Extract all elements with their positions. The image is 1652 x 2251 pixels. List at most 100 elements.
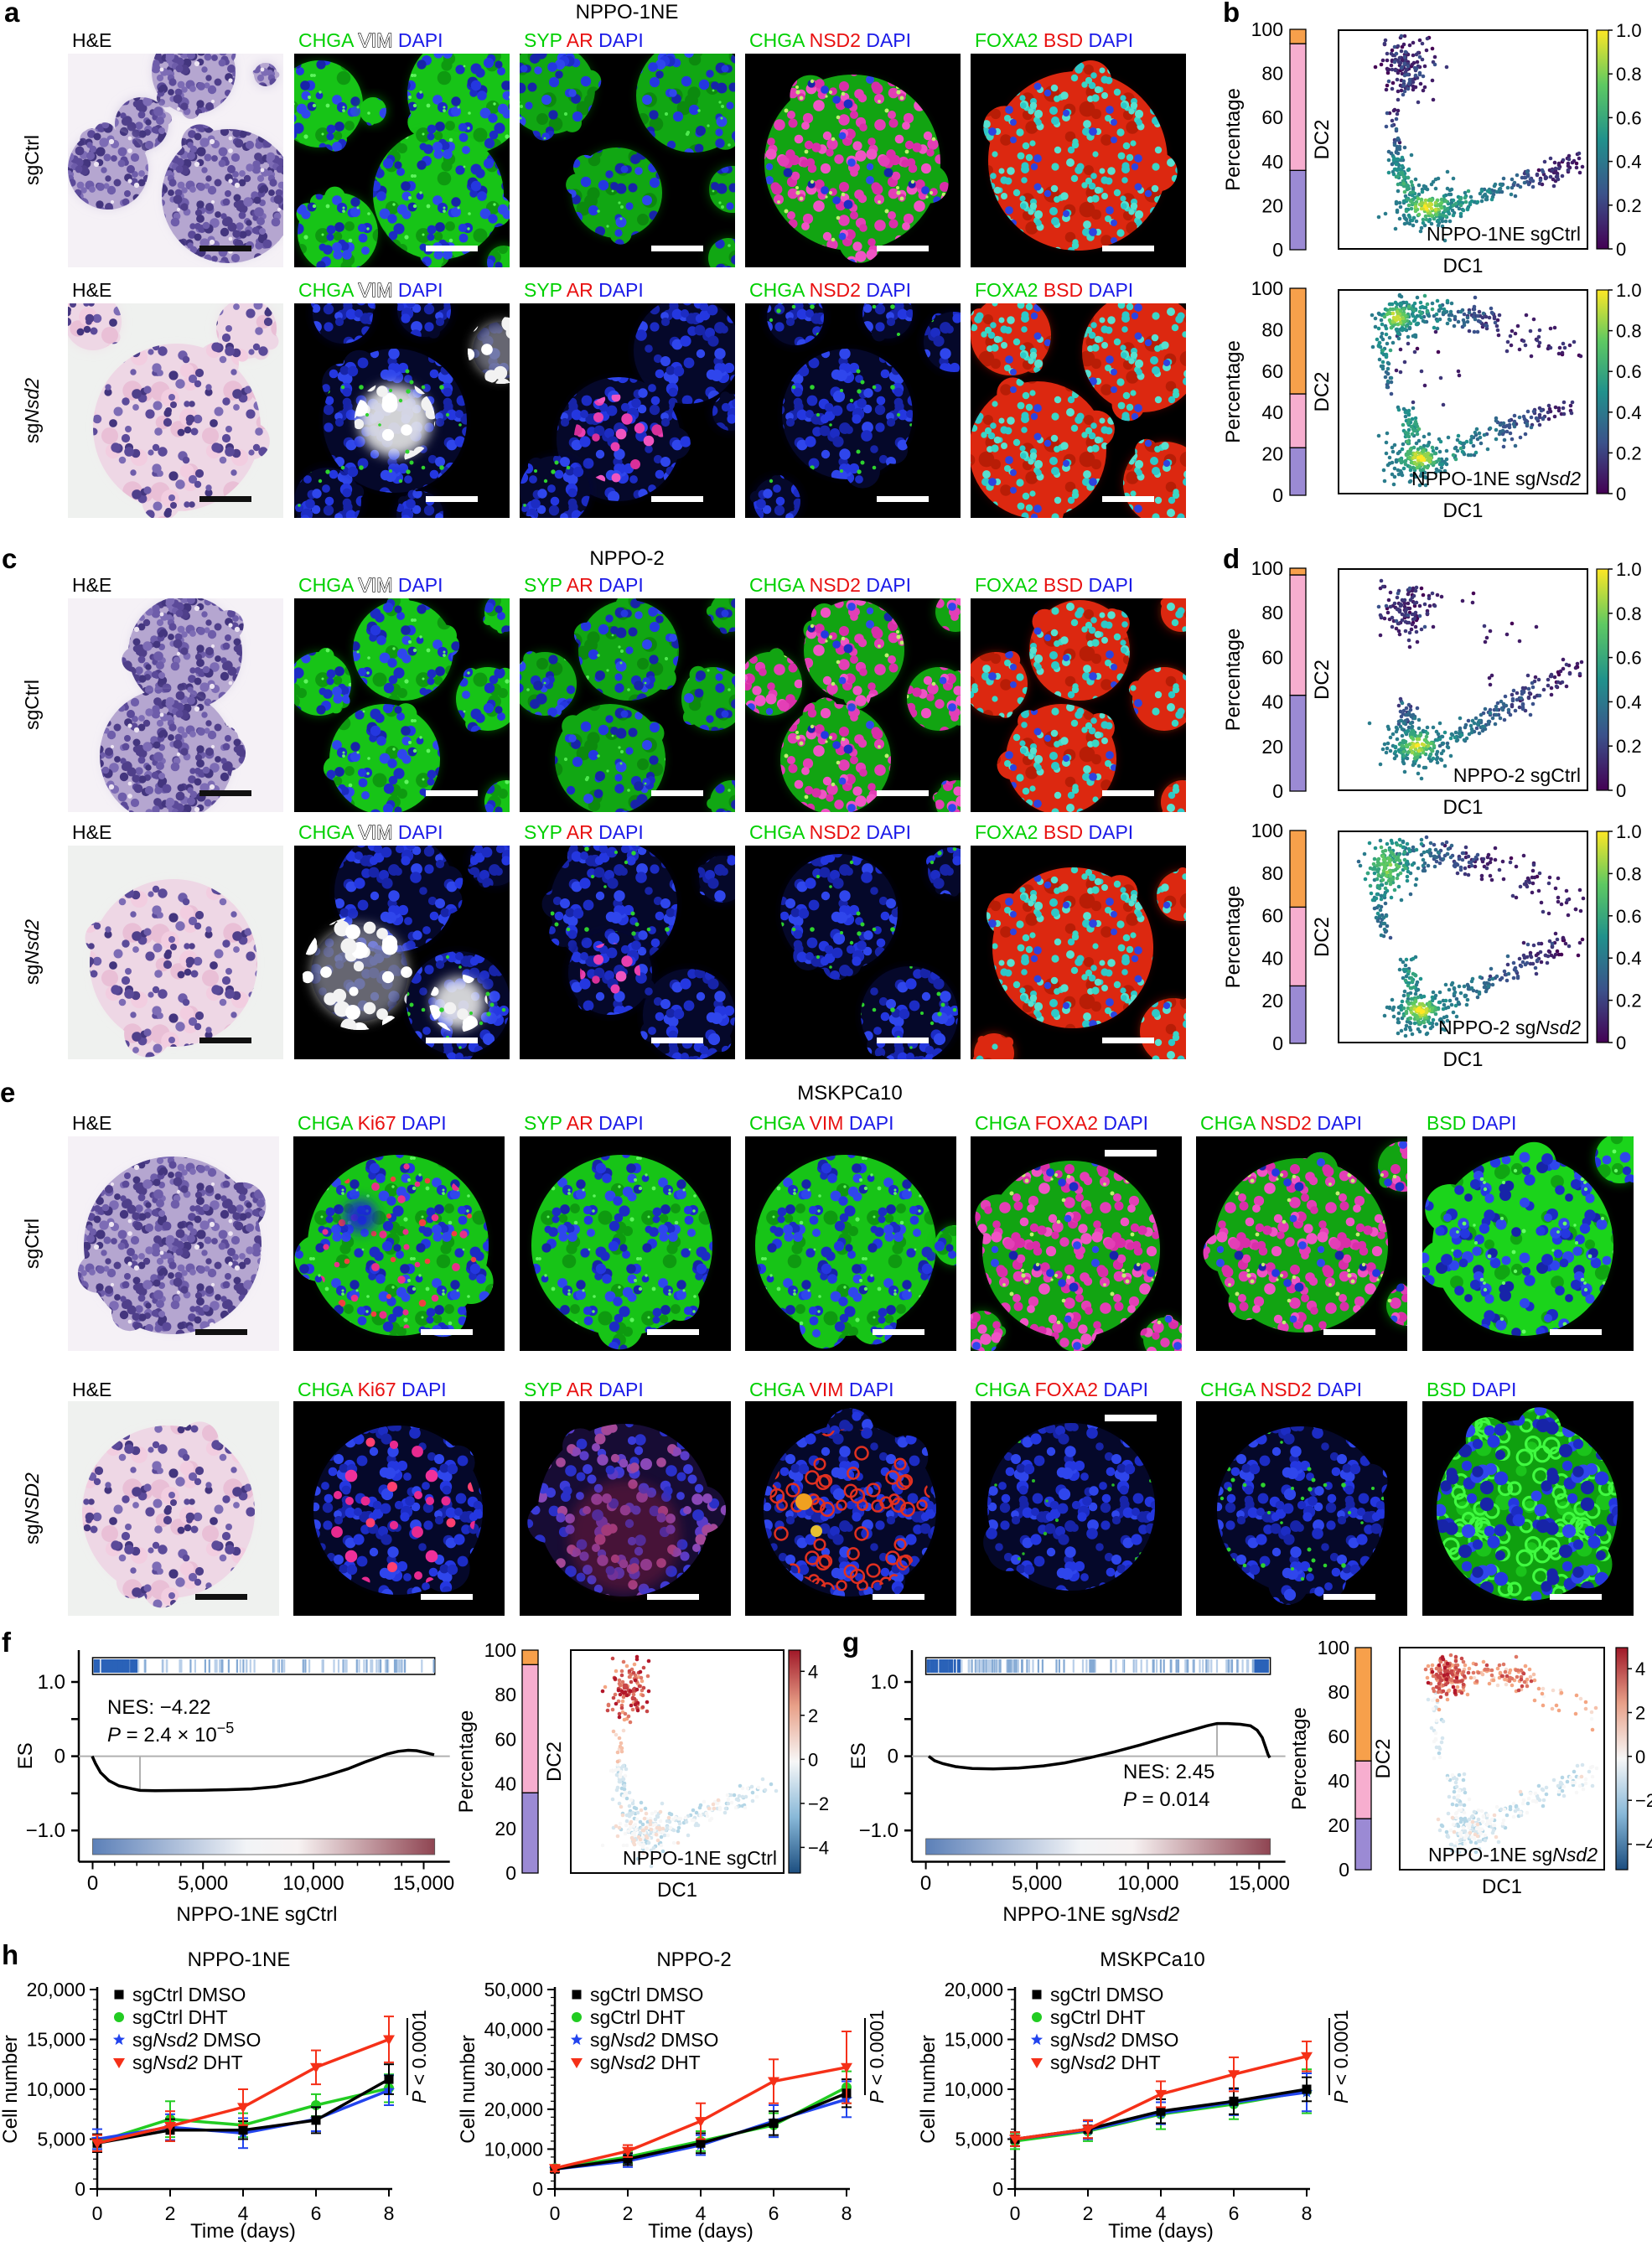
svg-text:0.4: 0.4 [1616,691,1642,712]
svg-text:CHGA Ki67 DAPI: CHGA Ki67 DAPI [298,1379,447,1400]
svg-text:5,000: 5,000 [178,1872,228,1895]
svg-text:0.2: 0.2 [1616,442,1642,463]
svg-text:100: 100 [1251,277,1283,299]
svg-text:80: 80 [1261,602,1283,624]
svg-text:f: f [2,1627,12,1658]
svg-text:h: h [2,1939,18,1970]
svg-text:Percentage: Percentage [455,1710,478,1814]
svg-text:1.0: 1.0 [1616,821,1642,842]
svg-text:sgNsd2: sgNsd2 [21,919,43,985]
svg-text:10,000: 10,000 [1117,1872,1178,1895]
svg-text:FOXA2 BSD DAPI: FOXA2 BSD DAPI [975,279,1133,301]
svg-text:0.6: 0.6 [1616,361,1642,382]
svg-text:CHGA Ki67 DAPI: CHGA Ki67 DAPI [298,1112,447,1134]
svg-text:0: 0 [1272,239,1283,261]
svg-text:0.6: 0.6 [1616,906,1642,927]
svg-text:g: g [842,1627,859,1658]
svg-text:60: 60 [1261,360,1283,382]
svg-text:100: 100 [1251,820,1283,841]
svg-text:DC1: DC1 [1442,796,1483,819]
svg-text:sgNSD2: sgNSD2 [21,1472,43,1545]
svg-text:NPPO-2 sgNsd2: NPPO-2 sgNsd2 [1438,1017,1581,1038]
svg-text:20: 20 [1261,736,1283,758]
svg-text:1.0: 1.0 [1616,20,1642,41]
svg-text:60: 60 [1261,646,1283,668]
svg-text:DC2: DC2 [1311,660,1334,700]
svg-text:0.4: 0.4 [1616,152,1642,173]
svg-text:0.2: 0.2 [1616,195,1642,216]
svg-text:FOXA2 BSD DAPI: FOXA2 BSD DAPI [975,29,1133,51]
svg-text:H&E: H&E [72,29,111,51]
svg-text:−1.0: −1.0 [859,1819,899,1842]
svg-text:P = 2.4 × 10−5: P = 2.4 × 10−5 [107,1720,234,1746]
svg-text:CHGA VIM DAPI: CHGA VIM DAPI [298,279,443,301]
svg-text:5,000: 5,000 [1012,1872,1062,1895]
svg-text:SYP AR DAPI: SYP AR DAPI [524,279,644,301]
svg-text:80: 80 [1261,862,1283,884]
svg-text:e: e [0,1077,15,1108]
svg-text:BSD DAPI: BSD DAPI [1427,1379,1516,1400]
svg-text:0: 0 [888,1746,899,1768]
svg-text:CHGA VIM DAPI: CHGA VIM DAPI [749,1379,894,1400]
svg-text:H&E: H&E [72,279,111,301]
svg-text:100: 100 [1251,557,1283,579]
svg-text:0: 0 [1272,780,1283,802]
svg-text:10,000: 10,000 [282,1872,344,1895]
svg-text:20: 20 [495,1818,516,1840]
svg-text:1.0: 1.0 [1616,280,1642,301]
svg-text:BSD DAPI: BSD DAPI [1427,1112,1516,1134]
svg-text:Percentage: Percentage [1222,88,1245,191]
svg-text:CHGA FOXA2 DAPI: CHGA FOXA2 DAPI [975,1379,1148,1400]
svg-text:sgNsd2: sgNsd2 [21,378,43,443]
svg-text:ES: ES [14,1742,37,1769]
svg-text:SYP AR DAPI: SYP AR DAPI [524,1112,644,1134]
svg-text:H&E: H&E [72,574,111,596]
svg-text:ES: ES [847,1742,870,1769]
svg-text:80: 80 [495,1684,516,1705]
svg-text:0.2: 0.2 [1616,991,1642,1012]
svg-text:CHGA VIM DAPI: CHGA VIM DAPI [298,574,443,596]
svg-text:NPPO-2 sgCtrl: NPPO-2 sgCtrl [1453,764,1581,786]
svg-text:60: 60 [1261,106,1283,128]
svg-text:0: 0 [87,1872,98,1895]
svg-text:0.2: 0.2 [1616,736,1642,757]
svg-text:0: 0 [1272,484,1283,506]
svg-text:CHGA NSD2 DAPI: CHGA NSD2 DAPI [1200,1379,1362,1400]
svg-text:0.6: 0.6 [1616,648,1642,669]
svg-text:CHGA FOXA2 DAPI: CHGA FOXA2 DAPI [975,1112,1148,1134]
svg-text:CHGA NSD2 DAPI: CHGA NSD2 DAPI [1200,1112,1362,1134]
svg-text:0: 0 [54,1746,65,1768]
svg-text:0: 0 [1616,239,1626,260]
svg-text:1.0: 1.0 [1616,559,1642,580]
svg-text:sgCtrl: sgCtrl [21,1219,43,1269]
svg-text:SYP AR DAPI: SYP AR DAPI [524,821,644,843]
svg-text:0: 0 [505,1862,516,1884]
svg-text:NPPO-1NE sgNsd2: NPPO-1NE sgNsd2 [1002,1903,1179,1926]
svg-text:CHGA VIM DAPI: CHGA VIM DAPI [298,29,443,51]
svg-text:CHGA NSD2 DAPI: CHGA NSD2 DAPI [749,29,911,51]
svg-text:0: 0 [1272,1032,1283,1054]
svg-text:−1.0: −1.0 [26,1819,65,1842]
svg-text:c: c [2,543,17,574]
svg-text:DC2: DC2 [1311,371,1334,411]
svg-text:FOXA2 BSD DAPI: FOXA2 BSD DAPI [975,574,1133,596]
svg-text:Percentage: Percentage [1222,886,1245,989]
svg-text:H&E: H&E [72,1112,111,1134]
svg-text:CHGA VIM DAPI: CHGA VIM DAPI [749,1112,894,1134]
svg-text:SYP AR DAPI: SYP AR DAPI [524,29,644,51]
svg-text:20: 20 [1261,194,1283,216]
svg-text:Percentage: Percentage [1222,629,1245,732]
svg-text:NPPO-2: NPPO-2 [589,547,664,570]
svg-text:b: b [1223,0,1240,28]
svg-text:20: 20 [1261,990,1283,1012]
svg-text:DC2: DC2 [1311,119,1334,159]
svg-text:DC1: DC1 [1442,499,1483,522]
svg-text:SYP AR DAPI: SYP AR DAPI [524,1379,644,1400]
svg-text:a: a [4,0,20,28]
svg-text:NPPO-1NE: NPPO-1NE [576,1,679,23]
svg-text:SYP AR DAPI: SYP AR DAPI [524,574,644,596]
svg-text:d: d [1223,543,1240,574]
svg-text:1.0: 1.0 [38,1671,65,1694]
svg-text:15,000: 15,000 [1229,1872,1290,1895]
svg-text:0.8: 0.8 [1616,863,1642,884]
